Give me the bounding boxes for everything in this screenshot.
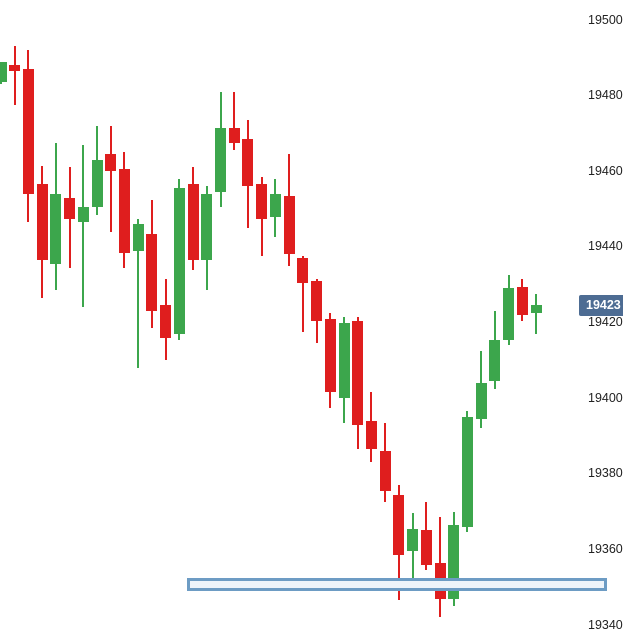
candle-body	[201, 193, 213, 261]
last-price-badge: 19423	[579, 294, 623, 316]
price-tick-label: 19360.	[588, 541, 623, 556]
candle-wick	[233, 91, 236, 151]
candle-wick	[82, 144, 85, 308]
candle-body	[0, 61, 7, 83]
candle-body	[530, 305, 542, 314]
candle-body	[105, 154, 117, 172]
candle-body	[64, 197, 76, 219]
candle-wick	[535, 294, 538, 334]
candle-body	[338, 322, 350, 399]
candle-wick	[137, 218, 140, 368]
candle-body	[22, 69, 34, 194]
candle-body	[516, 286, 528, 315]
candle-body	[9, 65, 21, 72]
candle-body	[461, 417, 473, 527]
price-tick-label: 19420.	[588, 315, 623, 329]
candle-body	[146, 233, 158, 312]
candle-body	[160, 305, 172, 338]
candle-body	[77, 207, 89, 223]
candle-wick	[13, 46, 16, 106]
candle-body	[173, 188, 185, 334]
support-zone-rectangle[interactable]	[187, 577, 607, 591]
last-price-value: 19423	[586, 297, 621, 312]
candle-wick	[109, 125, 112, 232]
candle-body	[311, 280, 323, 321]
candle-body	[50, 193, 62, 264]
candle-body	[187, 184, 199, 261]
candle-body	[228, 127, 240, 143]
candle-body	[297, 258, 309, 283]
price-tick-label: 19500.	[588, 12, 623, 27]
price-tick-label: 19460.	[588, 163, 623, 178]
price-tick-label: 19440.	[588, 239, 623, 254]
candle-body	[379, 451, 391, 491]
candle-body	[352, 320, 364, 425]
candle-body	[132, 224, 144, 251]
price-tick-label: 19400.	[588, 390, 623, 405]
candle-body	[118, 169, 130, 253]
candle-body	[448, 524, 460, 599]
candle-body	[393, 494, 405, 556]
candle-body	[475, 383, 487, 419]
candle-wick	[301, 256, 304, 332]
candle-body	[215, 127, 227, 193]
price-tick-label: 19480.	[588, 88, 623, 103]
candle-body	[407, 528, 419, 552]
candle-body	[365, 420, 377, 450]
candle-body	[503, 288, 515, 340]
candle-body	[324, 318, 336, 393]
candle-body	[256, 184, 268, 219]
candle-body	[91, 159, 103, 208]
candle-body	[283, 195, 295, 255]
price-tick-label: 19380.	[588, 466, 623, 481]
candle-body	[420, 530, 432, 565]
candle-body	[242, 139, 254, 187]
candle-body	[489, 339, 501, 382]
candle-body	[36, 184, 48, 261]
price-tick-label: 19340.	[588, 617, 623, 632]
candle-body	[269, 193, 281, 217]
